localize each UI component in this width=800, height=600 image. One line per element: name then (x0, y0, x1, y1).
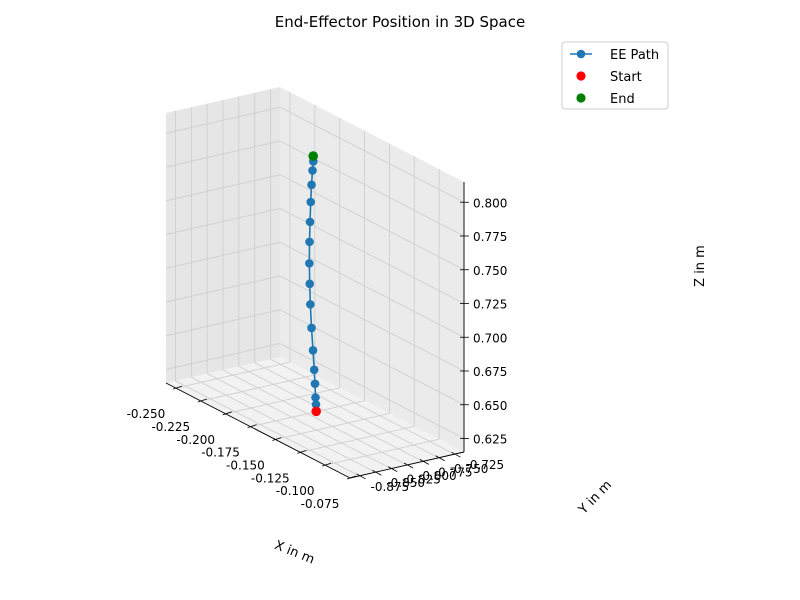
legend-start-label: Start (610, 70, 642, 85)
y-grid-floor-5 (191, 376, 376, 473)
z-tick-label-0: 0.625 (473, 433, 507, 447)
ee-path-point-1 (311, 393, 320, 402)
x-tick-4 (272, 437, 282, 441)
ee-path-point-11 (306, 197, 316, 207)
x-tick-0 (172, 385, 183, 390)
z-grid-back-7 (279, 106, 465, 203)
x-axis-line (165, 382, 351, 479)
z-tick-label-7: 0.800 (473, 196, 507, 210)
ee-path-point-3 (309, 365, 319, 375)
z-grid-side-1 (165, 309, 281, 337)
y-grid-floor-3 (222, 369, 408, 466)
ee-path-point-4 (308, 346, 318, 355)
x-tick-6 (322, 462, 332, 467)
legend-item-start: Start (576, 70, 642, 85)
z-tick-label-2: 0.675 (473, 365, 507, 379)
y-grid-floor-0 (270, 358, 455, 455)
x-tick-3 (247, 424, 257, 429)
x-tick-1 (197, 398, 207, 403)
legend-start-marker (576, 71, 586, 81)
ee-path-point-0 (311, 400, 321, 409)
ee-path-point-7 (305, 279, 315, 289)
y-tick-label-0: -0.725 (466, 458, 505, 472)
x-tick-2 (222, 411, 232, 416)
y-tick-label-6: -0.875 (371, 480, 410, 494)
y-tick-5 (372, 469, 382, 476)
y-grid-floor-6 (175, 380, 360, 477)
tick-marks: -0.250-0.225-0.200-0.175-0.150-0.125-0.1… (127, 196, 508, 511)
x-tick-label-2: -0.200 (176, 433, 215, 447)
ee-path-point-5 (307, 323, 316, 333)
z-grid-side-3 (165, 241, 281, 269)
y-grid-floor-1 (254, 362, 439, 459)
z-grid-back-3 (279, 241, 465, 338)
z-axis-label: Z in m (693, 245, 708, 287)
legend-end-marker (576, 93, 586, 103)
x-tick-label-4: -0.150 (226, 458, 265, 472)
y-axis-label: Y in m (575, 478, 615, 518)
ee-path-point-12 (307, 180, 316, 190)
z-grid-side-6 (165, 140, 281, 168)
z-tick-label-5: 0.750 (473, 264, 507, 278)
legend-ee-path-marker (576, 49, 586, 59)
legend-ee-path-label: EE Path (610, 48, 659, 63)
z-grid-back-0 (279, 343, 465, 439)
x-tick-label-3: -0.175 (201, 446, 240, 460)
x-tick-label-5: -0.125 (251, 471, 290, 485)
x-tick-7 (346, 475, 357, 480)
y-tick-3 (403, 462, 414, 469)
ee-path-point-13 (308, 166, 317, 175)
ee-path-point-10 (305, 217, 315, 227)
x-tick-5 (297, 449, 307, 454)
x-tick-label-0: -0.250 (127, 407, 166, 421)
z-tick-label-1: 0.650 (473, 399, 507, 413)
end-point-0 (308, 151, 319, 161)
ee-path-point-8 (305, 259, 314, 268)
y-tick-4 (387, 466, 398, 472)
z-grid-side-4 (165, 208, 281, 235)
ee-path-point-2 (310, 379, 320, 389)
start-point-0 (311, 406, 321, 417)
legend-frame (561, 41, 669, 110)
z-grid-side-0 (165, 343, 281, 370)
plot-area (305, 151, 321, 417)
y-tick-0 (451, 451, 461, 458)
y-tick-label-3: -0.800 (418, 469, 457, 483)
y-tick-label-4: -0.825 (402, 473, 441, 487)
legend-item-end: End (576, 92, 635, 107)
y-tick-label-1: -0.750 (450, 462, 489, 476)
grid-lines (165, 89, 465, 479)
y-tick-label-2: -0.775 (434, 465, 473, 479)
z-tick-label-6: 0.775 (473, 230, 507, 244)
z-tick-label-4: 0.725 (473, 298, 507, 312)
y-grid-floor-2 (238, 365, 424, 462)
y-tick-2 (419, 459, 430, 465)
ee-path-point-6 (306, 300, 315, 309)
y-tick-label-5: -0.850 (386, 476, 425, 490)
legend-item-ee-path: EE Path (570, 48, 659, 63)
x-tick-label-1: -0.225 (151, 420, 190, 434)
chart-title: End-Effector Position in 3D Space (275, 13, 525, 31)
z-tick-label-3: 0.700 (473, 331, 507, 345)
x-tick-label-6: -0.100 (276, 484, 315, 498)
y-tick-1 (435, 455, 445, 462)
z-grid-side-2 (165, 275, 281, 303)
x-tick-label-7: -0.075 (301, 497, 340, 511)
legend-end-label: End (610, 92, 635, 107)
z-grid-side-5 (165, 174, 281, 202)
z-grid-side-7 (165, 106, 281, 134)
legend: EE Path Start End (561, 41, 669, 110)
x-axis-label: X in m (272, 538, 316, 568)
ee-path-point-9 (305, 237, 314, 247)
y-grid-floor-4 (206, 373, 392, 470)
y-tick-6 (356, 473, 366, 480)
